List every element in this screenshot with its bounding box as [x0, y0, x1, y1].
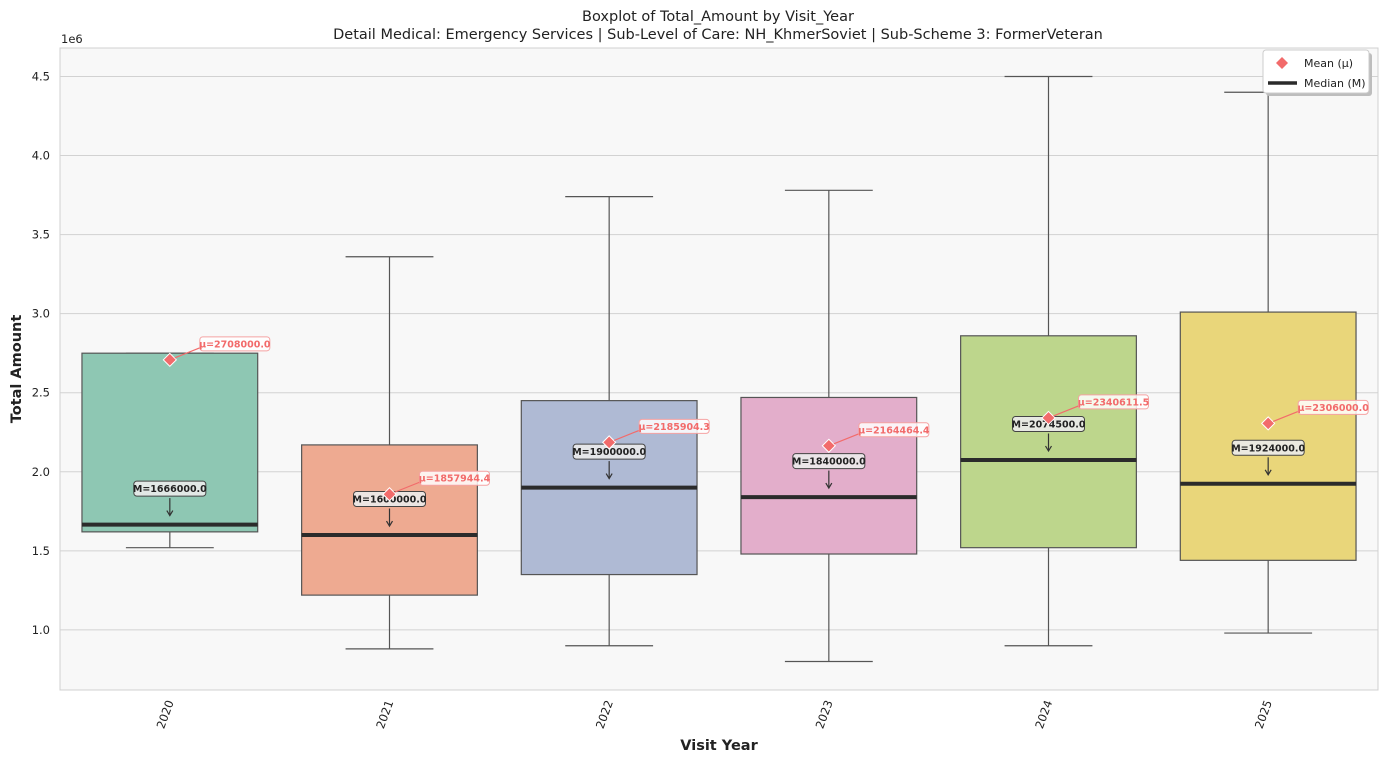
chart-subtitle: Detail Medical: Emergency Services | Sub…	[333, 27, 1103, 43]
mean-label: μ=2340611.5	[1078, 397, 1149, 408]
mean-label-box	[199, 336, 271, 352]
median-label: M=2074500.0	[1012, 420, 1086, 431]
mean-marker	[1260, 416, 1276, 431]
mean-label: μ=1857944.4	[419, 474, 491, 485]
mean-marker	[162, 352, 178, 368]
y-tick-label: 2.5	[32, 386, 50, 400]
y-tick-label: 1.0	[32, 623, 50, 637]
legend-mean-marker	[1276, 57, 1288, 69]
y-tick-label: 2.0	[32, 465, 50, 479]
median-arrow-head	[385, 520, 394, 528]
plot-area	[59, 47, 1379, 691]
median-label: M=1666000.0	[133, 484, 207, 495]
mean-label-box	[1078, 394, 1149, 410]
x-axis-label: Visit Year	[680, 738, 758, 754]
median-arrow-head	[1044, 445, 1053, 453]
mean-label: μ=2306000.0	[1297, 403, 1369, 414]
median-arrow-head	[825, 482, 833, 490]
median-label-box	[133, 480, 207, 497]
median-label: M=1924000.0	[1231, 443, 1305, 454]
median-arrow-head	[605, 473, 613, 480]
y-offset-label: 1e6	[61, 32, 83, 46]
legend-median-label: Median (M)	[1304, 77, 1366, 90]
box-2025	[1179, 311, 1357, 561]
mean-label: μ=2708000.0	[199, 339, 271, 350]
mean-leader	[1053, 405, 1079, 417]
mean-label-box	[858, 422, 930, 438]
mean-leader	[394, 481, 420, 493]
y-tick-label: 3.5	[32, 228, 50, 242]
mean-label: μ=2164464.4	[858, 425, 930, 436]
legend-mean-label: Mean (μ)	[1304, 57, 1353, 70]
mean-leader	[1272, 410, 1299, 422]
mean-leader	[174, 347, 201, 359]
mean-marker	[821, 438, 837, 453]
mean-marker	[601, 435, 617, 450]
y-tick-label: 4.5	[32, 69, 50, 83]
legend: Mean (μ) Median (M)	[1262, 49, 1372, 96]
y-tick-label: 1.5	[32, 544, 50, 558]
y-axis-label: Total Amount	[9, 315, 25, 424]
mean-marker	[382, 487, 397, 502]
mean-marker	[1041, 410, 1056, 426]
median-arrow-head	[1264, 469, 1272, 476]
mean-label-box	[638, 418, 710, 434]
mean-label-box	[419, 470, 490, 486]
mean-leader	[833, 433, 860, 445]
y-axis-ticks: 1.0 1.5 2.0 2.5 3.0 3.5 4.0 4.5	[32, 69, 50, 636]
mean-label: μ=2185904.3	[638, 422, 709, 433]
median-label: M=1840000.0	[792, 457, 866, 468]
mean-leader	[613, 429, 640, 441]
median-label-box	[792, 453, 866, 470]
median-label-box	[1231, 439, 1305, 456]
mean-label-box	[1297, 399, 1369, 415]
y-tick-label: 4.0	[32, 149, 50, 163]
y-tick-label: 3.0	[32, 307, 50, 321]
grid-lines	[60, 75, 1378, 631]
annotations: M=1666000.0μ=2708000.0M=1600000.0μ=18579…	[133, 336, 1369, 528]
chart-title: Boxplot of Total_Amount by Visit_Year	[582, 9, 854, 25]
median-arrow-head	[166, 510, 174, 517]
median-label: M=1900000.0	[572, 447, 646, 458]
